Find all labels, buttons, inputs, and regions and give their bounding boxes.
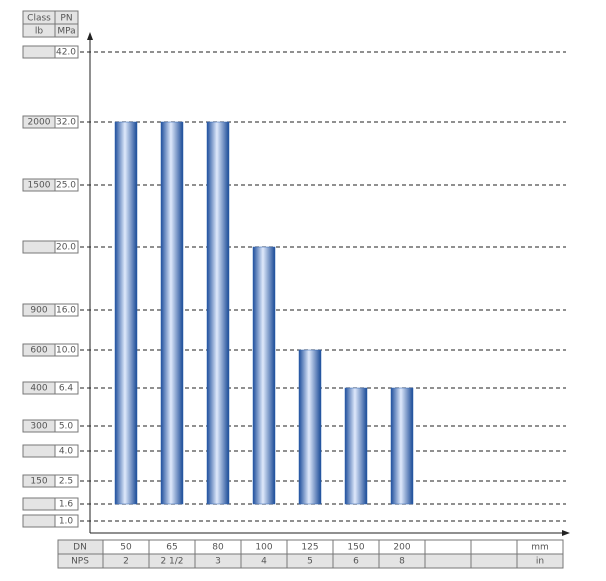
- class-label: 300: [30, 422, 47, 432]
- unit-label: mm: [531, 543, 549, 553]
- nps-label: 2: [123, 557, 129, 567]
- header-text: PN: [60, 14, 72, 24]
- table-cell: [424, 539, 472, 555]
- x-tick-label: 200: [393, 543, 410, 553]
- pn-cell: [54, 381, 79, 395]
- y-tick-label: 1.0: [59, 517, 74, 527]
- x-tick-label: 150: [347, 543, 364, 553]
- nps-label: 5: [307, 557, 313, 567]
- y-tick-label: 5.0: [59, 422, 74, 432]
- nps-label: 6: [353, 557, 359, 567]
- y-arrow: [87, 32, 93, 40]
- class-cell: [22, 240, 56, 254]
- class-label: 900: [30, 306, 47, 316]
- bar: [206, 121, 230, 505]
- bar: [344, 387, 368, 505]
- pn-cell: [54, 497, 79, 511]
- class-label: 400: [30, 384, 47, 394]
- class-label: 2000: [28, 118, 51, 128]
- pn-cell: [54, 419, 79, 433]
- pn-cell: [54, 45, 79, 59]
- bar: [390, 387, 414, 505]
- pn-cell: [54, 303, 79, 317]
- class-cell: [22, 45, 56, 59]
- bar: [160, 121, 184, 505]
- class-label: 600: [30, 346, 47, 356]
- header-cell: [54, 23, 79, 38]
- row-label: NPS: [71, 557, 89, 567]
- class-label: 150: [30, 477, 47, 487]
- y-tick-label: 10.0: [56, 346, 76, 356]
- table-cell: [470, 539, 518, 555]
- x-tick-label: 80: [212, 543, 224, 553]
- table-cell: [424, 553, 472, 569]
- header-text: lb: [35, 27, 44, 37]
- class-label: 1500: [28, 181, 51, 191]
- x-tick-label: 100: [255, 543, 272, 553]
- bar: [252, 246, 276, 505]
- row-label: DN: [73, 543, 87, 553]
- y-tick-label: 2.5: [59, 477, 73, 487]
- class-cell: [22, 497, 56, 511]
- y-tick-label: 32.0: [56, 118, 76, 128]
- nps-label: 4: [261, 557, 267, 567]
- pn-cell: [54, 115, 79, 129]
- y-tick-label: 6.4: [59, 384, 74, 394]
- class-cell: [22, 444, 56, 458]
- x-arrow: [562, 530, 570, 536]
- pn-cell: [54, 514, 79, 528]
- y-tick-label: 20.0: [56, 243, 76, 253]
- pn-cell: [54, 474, 79, 488]
- header-text: Class: [27, 14, 51, 24]
- table-cell: [470, 553, 518, 569]
- y-tick-label: 4.0: [59, 447, 74, 457]
- table-cell: [516, 553, 564, 569]
- nps-label: 3: [215, 557, 221, 567]
- pn-cell: [54, 240, 79, 254]
- nps-label: 8: [399, 557, 405, 567]
- pn-cell: [54, 178, 79, 192]
- x-tick-label: 125: [301, 543, 318, 553]
- class-cell: [22, 514, 56, 528]
- y-tick-label: 42.0: [56, 48, 76, 58]
- x-tick-label: 65: [166, 543, 177, 553]
- unit-label: in: [536, 557, 544, 567]
- y-tick-label: 25.0: [56, 181, 76, 191]
- pn-cell: [54, 444, 79, 458]
- y-tick-label: 16.0: [56, 306, 76, 316]
- x-tick-label: 50: [120, 543, 132, 553]
- header-text: MPa: [57, 27, 75, 37]
- bar: [298, 349, 322, 505]
- y-tick-label: 1.6: [59, 500, 74, 510]
- bar: [114, 121, 138, 505]
- pn-cell: [54, 343, 79, 357]
- nps-label: 2 1/2: [160, 557, 183, 567]
